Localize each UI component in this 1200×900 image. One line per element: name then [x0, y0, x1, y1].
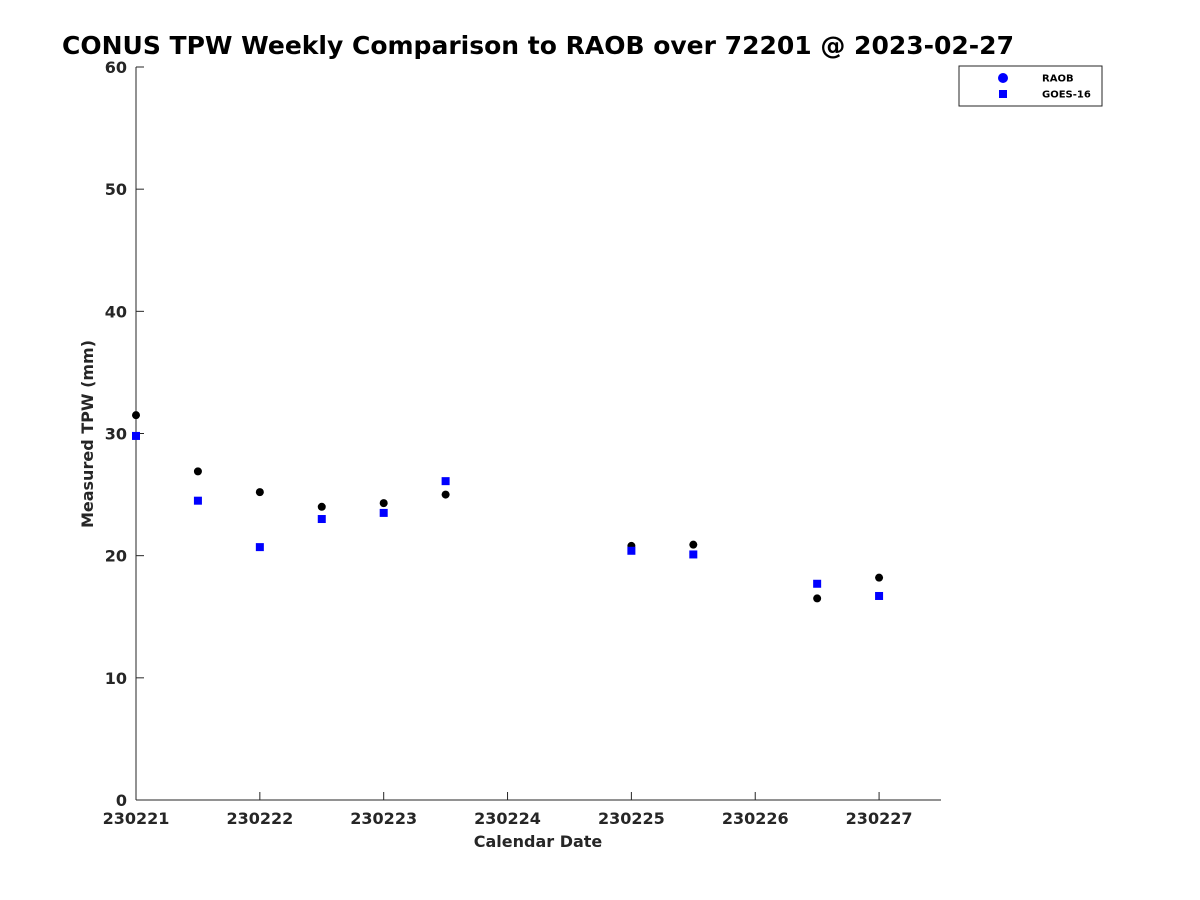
goes-16-point — [813, 579, 822, 588]
x-tick-label: 230227 — [846, 809, 913, 828]
raob-point — [255, 488, 264, 497]
legend-box — [958, 65, 1103, 107]
x-tick-label: 230224 — [474, 809, 541, 828]
x-ticks: 230221 230222 230223 230224 230225 230226 2302… — [103, 792, 913, 828]
y-tick-label: 40 — [105, 302, 127, 321]
raob-point — [689, 540, 698, 549]
raob-point — [317, 502, 326, 511]
raob-point — [132, 411, 140, 420]
goes-16-point — [255, 543, 264, 552]
chart-title: CONUS TPW Weekly Comparison to RAOB over… — [62, 31, 1014, 60]
legend-goes-16-marker — [999, 90, 1007, 98]
goes-16-point — [875, 591, 884, 600]
y-ticks: 0 10 20 30 40 50 60 — [105, 58, 144, 810]
raob-point — [441, 490, 450, 499]
x-tick-label: 230221 — [103, 809, 170, 828]
x-tick-label: 230225 — [598, 809, 665, 828]
legend: RAOB GOES-16 — [958, 65, 1103, 107]
legend-raob-marker — [998, 73, 1008, 83]
goes-16-point — [132, 431, 140, 440]
goes-16-point — [317, 515, 326, 524]
x-tick-label: 230226 — [722, 809, 789, 828]
y-tick-label: 60 — [105, 58, 127, 77]
legend-goes-16-label: GOES-16 — [1042, 90, 1091, 101]
goes-16-point — [627, 546, 636, 555]
x-axis-label: Calendar Date — [474, 832, 603, 851]
goes-16-point — [689, 550, 698, 559]
legend-entries: RAOB GOES-16 — [998, 73, 1091, 101]
raob-point — [813, 594, 822, 603]
goes-16-point — [193, 496, 202, 505]
legend-raob-label: RAOB — [1042, 74, 1074, 85]
y-axis-label: Measured TPW (mm) — [78, 340, 97, 528]
plot-points — [132, 411, 884, 603]
goes-16-point — [379, 508, 388, 517]
y-tick-label: 0 — [116, 791, 127, 810]
y-tick-label: 50 — [105, 180, 127, 199]
y-tick-label: 20 — [105, 547, 127, 566]
x-tick-label: 230222 — [226, 809, 293, 828]
axes — [135, 67, 941, 801]
y-tick-label: 30 — [105, 425, 127, 444]
goes-16-point — [441, 477, 450, 486]
x-tick-label: 230223 — [350, 809, 417, 828]
raob-point — [875, 573, 884, 582]
raob-point — [379, 499, 388, 508]
y-tick-label: 10 — [105, 669, 127, 688]
raob-point — [193, 467, 202, 476]
